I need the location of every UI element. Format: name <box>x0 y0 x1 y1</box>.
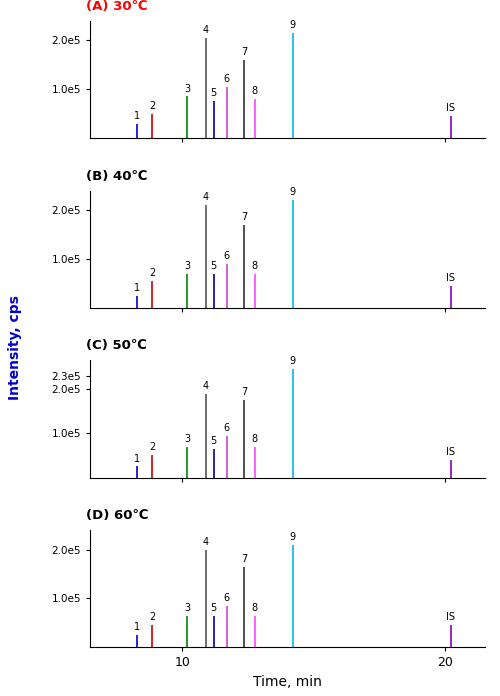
Text: 9: 9 <box>290 187 296 198</box>
Text: 4: 4 <box>203 192 209 203</box>
Text: 4: 4 <box>203 381 209 390</box>
Text: 9: 9 <box>290 356 296 366</box>
Text: 3: 3 <box>184 84 190 93</box>
Text: 8: 8 <box>252 603 258 612</box>
Text: 4: 4 <box>203 537 209 547</box>
Text: (C) 50℃: (C) 50℃ <box>86 340 147 352</box>
Text: (B) 40℃: (B) 40℃ <box>86 170 148 182</box>
Text: IS: IS <box>446 273 456 283</box>
Text: 4: 4 <box>203 25 209 35</box>
Text: 2: 2 <box>149 268 155 278</box>
Text: 5: 5 <box>210 603 217 612</box>
Text: IS: IS <box>446 103 456 113</box>
Text: 3: 3 <box>184 261 190 271</box>
Text: 7: 7 <box>241 47 247 57</box>
Text: 1: 1 <box>134 622 140 632</box>
Text: 8: 8 <box>252 261 258 271</box>
Text: 8: 8 <box>252 86 258 96</box>
Text: 6: 6 <box>224 422 230 433</box>
Text: 7: 7 <box>241 212 247 222</box>
Text: 6: 6 <box>224 251 230 261</box>
Text: IS: IS <box>446 447 456 457</box>
Text: 9: 9 <box>290 20 296 30</box>
X-axis label: Time, min: Time, min <box>253 675 322 689</box>
Text: 6: 6 <box>224 593 230 603</box>
Text: 9: 9 <box>290 532 296 542</box>
Text: 1: 1 <box>134 111 140 121</box>
Text: 6: 6 <box>224 74 230 84</box>
Text: (A) 30℃: (A) 30℃ <box>86 0 148 13</box>
Text: (D) 60℃: (D) 60℃ <box>86 509 148 522</box>
Text: 2: 2 <box>149 101 155 111</box>
Text: IS: IS <box>446 612 456 622</box>
Text: 5: 5 <box>210 88 217 98</box>
Text: 5: 5 <box>210 436 217 446</box>
Text: 3: 3 <box>184 434 190 443</box>
Text: 1: 1 <box>134 454 140 464</box>
Text: 1: 1 <box>134 283 140 292</box>
Text: 5: 5 <box>210 261 217 271</box>
Text: 7: 7 <box>241 387 247 397</box>
Text: 8: 8 <box>252 434 258 443</box>
Text: 7: 7 <box>241 554 247 564</box>
Text: 3: 3 <box>184 603 190 612</box>
Text: Intensity, cps: Intensity, cps <box>8 296 22 400</box>
Text: 2: 2 <box>149 443 155 452</box>
Text: 2: 2 <box>149 612 155 622</box>
